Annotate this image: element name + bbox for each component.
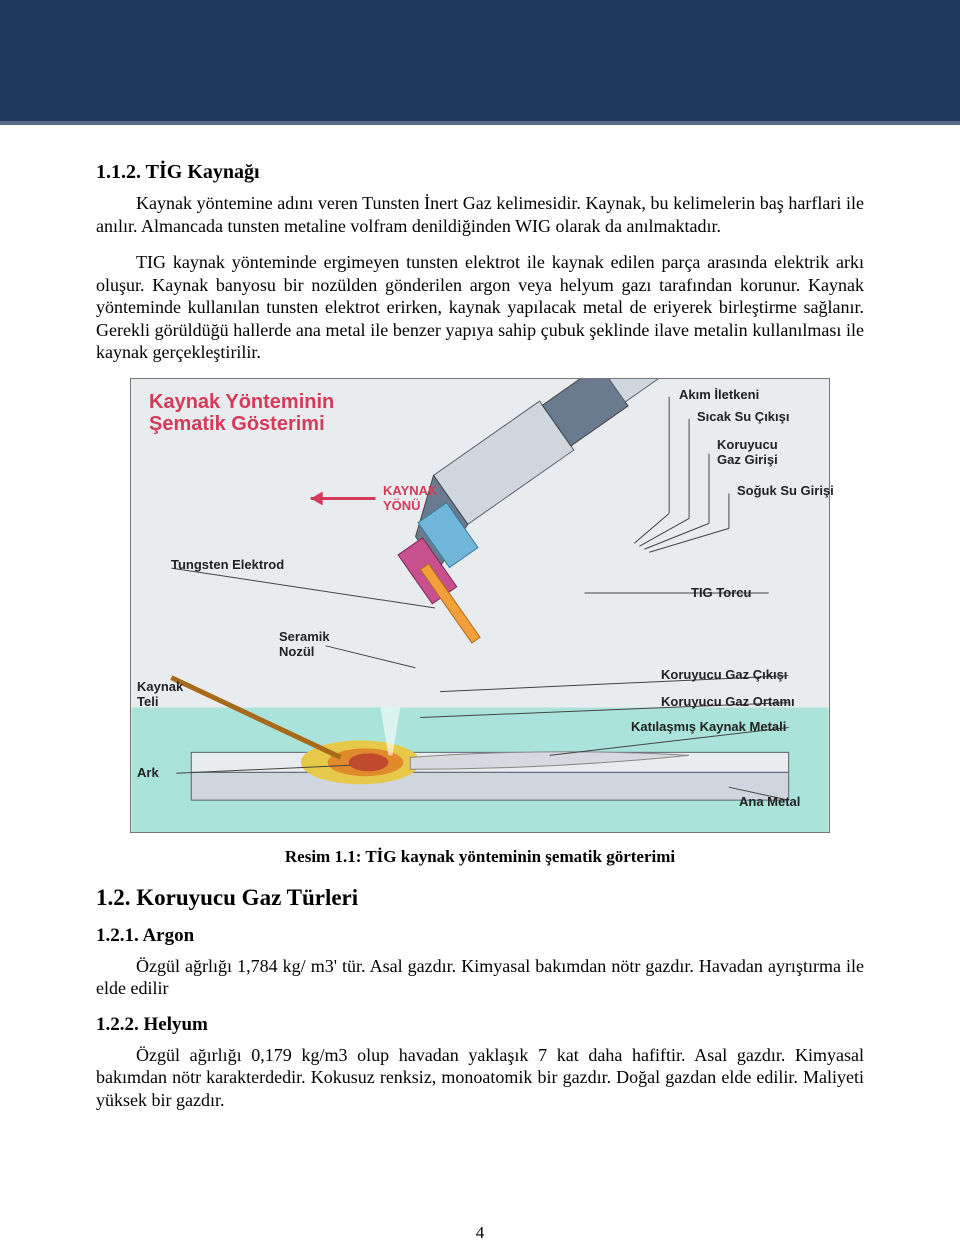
figure-title-l2: Şematik Gösterimi bbox=[149, 413, 325, 435]
figure-caption: Resim 1.1: TİG kaynak yönteminin şematik… bbox=[96, 847, 864, 867]
para-1-1-2-a: Kaynak yöntemine adını veren Tunsten İne… bbox=[96, 192, 864, 237]
heading-1-2-1: 1.2.1. Argon bbox=[96, 925, 864, 947]
figure-title: Kaynak Yönteminin Şematik Gösterimi bbox=[149, 391, 334, 435]
header-band bbox=[0, 0, 960, 125]
label-ark: Ark bbox=[137, 765, 159, 780]
label-koruyucu-cikis: Koruyucu Gaz Çıkışı bbox=[661, 667, 787, 682]
label-soguk-su: Soğuk Su Girişi bbox=[737, 483, 834, 498]
label-katilasma: Katılaşmış Kaynak Metali bbox=[631, 719, 786, 734]
label-sicak-su: Sıcak Su Çıkışı bbox=[697, 409, 790, 424]
label-akim: Akım İletkeni bbox=[679, 387, 759, 402]
heading-1-2: 1.2. Koruyucu Gaz Türleri bbox=[96, 885, 864, 911]
label-koruyucu-giris: Koruyucu Gaz Girişi bbox=[717, 437, 778, 467]
label-ana-metal: Ana Metal bbox=[739, 794, 800, 809]
figure-tig-schematic: Kaynak Yönteminin Şematik Gösterimi KAYN… bbox=[130, 378, 830, 833]
para-argon: Özgül ağrlığı 1,784 kg/ m3' tür. Asal ga… bbox=[96, 955, 864, 1000]
label-tig-torcu: TIG Torcu bbox=[691, 585, 751, 600]
label-kaynak-teli: Kaynak Teli bbox=[137, 679, 183, 709]
label-seramik: Seramik Nozül bbox=[279, 629, 330, 659]
figure-title-l1: Kaynak Yönteminin bbox=[149, 391, 334, 413]
heading-1-2-2: 1.2.2. Helyum bbox=[96, 1014, 864, 1036]
label-kaynak-yonu: KAYNAK YÖNÜ bbox=[383, 483, 437, 513]
label-tungsten: Tungsten Elektrod bbox=[171, 557, 284, 572]
heading-1-1-2: 1.1.2. TİG Kaynağı bbox=[96, 161, 864, 184]
para-helyum: Özgül ağırlığı 0,179 kg/m3 olup havadan … bbox=[96, 1044, 864, 1112]
page-content: 1.1.2. TİG Kaynağı Kaynak yöntemine adın… bbox=[0, 125, 960, 1111]
para-1-1-2-b: TIG kaynak yönteminde ergimeyen tunsten … bbox=[96, 251, 864, 364]
page-number: 4 bbox=[0, 1223, 960, 1243]
label-koruyucu-ortam: Koruyucu Gaz Ortamı bbox=[661, 694, 795, 709]
